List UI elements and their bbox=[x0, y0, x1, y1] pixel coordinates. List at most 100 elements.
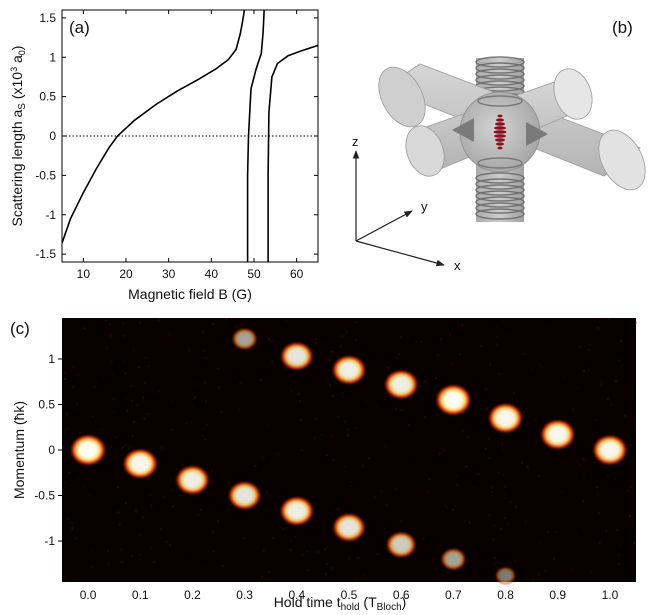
noise-speckle bbox=[376, 552, 379, 555]
noise-speckle bbox=[315, 341, 318, 344]
x-ticks-c: 0.0 0.1 0.2 0.3 0.4 0.5 0.6 0.7 0.8 0.9 1.0 bbox=[80, 588, 619, 602]
noise-speckle bbox=[217, 520, 220, 523]
noise-speckle bbox=[331, 566, 334, 569]
noise-speckle bbox=[414, 340, 417, 343]
noise-speckle bbox=[473, 486, 476, 489]
noise-speckle bbox=[217, 386, 220, 389]
noise-speckle bbox=[467, 436, 470, 439]
noise-speckle bbox=[251, 325, 254, 328]
noise-speckle bbox=[221, 565, 224, 567]
x-tick-label-c: 1.0 bbox=[602, 588, 619, 602]
noise-speckle bbox=[354, 427, 357, 430]
noise-speckle bbox=[423, 380, 426, 383]
noise-speckle bbox=[598, 542, 601, 545]
coordinate-axes bbox=[352, 150, 445, 267]
noise-speckle bbox=[75, 537, 78, 540]
noise-speckle bbox=[170, 428, 173, 431]
noise-speckle bbox=[461, 429, 464, 432]
atom-cloud-peak bbox=[279, 340, 315, 372]
noise-speckle bbox=[549, 326, 552, 329]
x-tick-label-c: 0.1 bbox=[132, 588, 149, 602]
noise-speckle bbox=[89, 494, 92, 497]
noise-speckle bbox=[477, 473, 480, 476]
noise-speckle bbox=[408, 424, 411, 427]
noise-speckle bbox=[111, 373, 114, 376]
noise-speckle bbox=[105, 346, 108, 349]
noise-speckle bbox=[147, 413, 150, 416]
noise-speckle bbox=[268, 338, 271, 341]
noise-speckle bbox=[589, 570, 592, 573]
noise-speckle bbox=[265, 491, 268, 494]
noise-speckle bbox=[597, 512, 600, 515]
noise-speckle bbox=[66, 428, 69, 431]
noise-speckle bbox=[623, 414, 626, 417]
shadow-wedge-right bbox=[526, 122, 548, 146]
x-tick-label-a: 10 bbox=[77, 267, 91, 281]
noise-speckle bbox=[137, 365, 140, 368]
noise-speckle bbox=[138, 321, 141, 324]
noise-speckle bbox=[90, 565, 93, 568]
noise-speckle bbox=[374, 496, 376, 499]
noise-speckle bbox=[70, 527, 73, 529]
noise-speckle bbox=[300, 449, 303, 452]
noise-speckle bbox=[467, 576, 470, 579]
noise-speckle bbox=[627, 490, 630, 492]
noise-speckle bbox=[515, 504, 518, 507]
noise-speckle bbox=[142, 396, 145, 399]
x-tick-label-c: 0.2 bbox=[184, 588, 201, 602]
noise-speckle bbox=[629, 444, 632, 447]
noise-speckle bbox=[578, 345, 581, 348]
noise-speckle bbox=[478, 402, 481, 405]
noise-speckle bbox=[599, 383, 602, 386]
noise-speckle bbox=[412, 419, 415, 422]
noise-speckle bbox=[354, 321, 357, 324]
noise-speckle bbox=[101, 428, 104, 431]
noise-speckle bbox=[130, 400, 133, 402]
noise-speckle bbox=[605, 529, 607, 532]
noise-speckle bbox=[314, 337, 317, 340]
noise-speckle bbox=[617, 553, 620, 556]
noise-speckle bbox=[583, 476, 585, 479]
noise-speckle bbox=[582, 457, 585, 460]
noise-speckle bbox=[359, 414, 362, 417]
noise-speckle bbox=[342, 334, 345, 337]
noise-speckle bbox=[143, 417, 146, 420]
noise-speckle bbox=[122, 322, 124, 325]
noise-speckle bbox=[500, 528, 503, 531]
noise-speckle bbox=[229, 504, 232, 506]
noise-speckle bbox=[627, 435, 630, 438]
noise-speckle bbox=[514, 506, 517, 509]
noise-speckle bbox=[330, 568, 333, 571]
noise-speckle bbox=[350, 481, 353, 483]
noise-speckle bbox=[547, 531, 550, 534]
noise-speckle bbox=[326, 546, 329, 549]
noise-speckle bbox=[342, 395, 345, 398]
noise-speckle bbox=[170, 489, 173, 492]
noise-speckle bbox=[465, 465, 468, 468]
panel-c-image: 0.0 0.1 0.2 0.3 0.4 0.5 0.6 0.7 0.8 0.9 1.0 -1 -0.5… bbox=[10, 318, 638, 613]
noise-speckle bbox=[331, 434, 334, 437]
noise-speckle bbox=[630, 491, 633, 494]
noise-speckle bbox=[354, 578, 357, 581]
noise-speckle bbox=[195, 513, 198, 516]
noise-speckle bbox=[464, 520, 467, 523]
noise-speckle bbox=[491, 487, 493, 489]
noise-speckle bbox=[320, 341, 323, 344]
noise-speckle bbox=[560, 490, 563, 493]
noise-speckle bbox=[349, 485, 352, 487]
noise-speckle bbox=[398, 352, 400, 355]
noise-speckle bbox=[485, 388, 488, 391]
noise-speckle bbox=[125, 397, 128, 400]
noise-speckle bbox=[110, 361, 113, 364]
noise-speckle bbox=[507, 560, 510, 563]
noise-speckle bbox=[513, 391, 516, 394]
noise-speckle bbox=[532, 578, 535, 581]
noise-speckle bbox=[633, 542, 635, 544]
noise-speckle bbox=[445, 506, 448, 509]
noise-speckle bbox=[290, 389, 293, 392]
x-tick-label-c: 0.9 bbox=[549, 588, 566, 602]
noise-speckle bbox=[299, 419, 302, 422]
y-tick-label-a: 1.5 bbox=[39, 11, 56, 25]
noise-speckle bbox=[579, 464, 582, 467]
noise-speckle bbox=[597, 493, 599, 496]
